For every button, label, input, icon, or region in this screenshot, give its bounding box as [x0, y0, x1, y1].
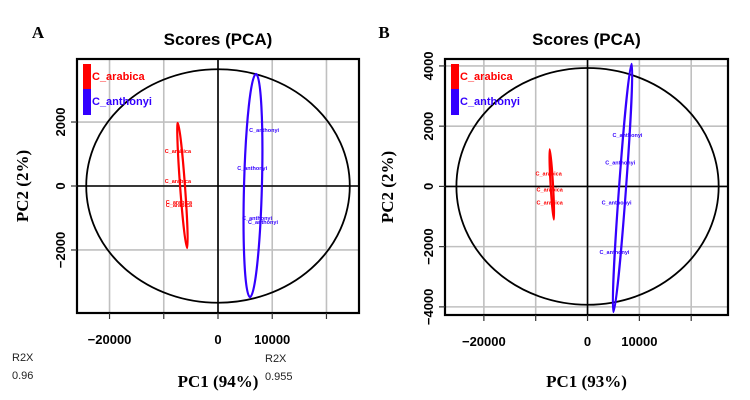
legend-swatch-c-arabica [83, 64, 91, 90]
r2x-label: R2X [12, 352, 34, 364]
chart-panel-b: C_arabicaC_arabicaC_arabicaC_anthonyiC_a… [265, 23, 730, 391]
y-tick-label: 0 [421, 183, 436, 190]
r2x-value: 0.96 [12, 370, 33, 382]
point-label-c-anthonyi: C_anthonyi [249, 128, 279, 134]
point-label-c-anthonyi: C_anthonyi [248, 220, 278, 226]
point-label-c-arabica: C_arabica [536, 171, 563, 177]
y-tick-label: 2000 [421, 112, 436, 141]
point-label-c-arabica: C_arabica [537, 200, 564, 206]
x-tick-label: −20000 [88, 332, 132, 347]
legend-label: C_anthonyi [92, 96, 152, 108]
panel-letter: B [378, 23, 389, 42]
y-tick-label: 4000 [421, 51, 436, 80]
legend-swatch-c-anthonyi [451, 89, 459, 115]
point-label-c-anthonyi: C_anthonyi [602, 200, 632, 206]
x-tick-label: 10000 [254, 332, 290, 347]
x-tick-label: −20000 [462, 334, 506, 349]
legend-label: C_arabica [92, 71, 145, 83]
panel-letter: A [32, 23, 45, 42]
point-label-c-arabica: C_arabica [166, 200, 193, 206]
chart-title: Scores (PCA) [164, 30, 273, 49]
legend: C_arabica C_anthonyi [83, 64, 152, 115]
legend-label: C_arabica [460, 71, 513, 83]
point-label-c-anthonyi: C_anthonyi [612, 133, 642, 139]
point-label-c-anthonyi: C_anthonyi [600, 250, 630, 256]
y-tick-label: 2000 [53, 108, 68, 137]
x-tick-label: 0 [214, 332, 221, 347]
point-label-c-arabica: C_arabica [166, 203, 193, 209]
point-label-c-arabica: C_arabica [165, 179, 192, 185]
y-tick-label: −2000 [421, 228, 436, 265]
point-label-c-anthonyi: C_anthonyi [237, 166, 267, 172]
y-axis-label: PC2 (2%) [378, 151, 397, 223]
point-label-c-arabica: C_arabica [537, 187, 564, 193]
y-tick-label: −4000 [421, 289, 436, 326]
chart-panel-a: C_arabica C_arabica C_arabica C_arabica C_an… [12, 23, 361, 391]
group-ellipse-c-anthonyi [242, 72, 264, 299]
plot-frame [443, 57, 730, 317]
r2x-value: 0.955 [265, 371, 293, 383]
point-label-c-arabica: C_arabica [165, 149, 192, 155]
x-axis-label: PC1 (94%) [178, 372, 259, 391]
x-tick-label: 0 [584, 334, 591, 349]
x-tick-label: 10000 [621, 334, 657, 349]
legend-swatch-c-anthonyi [83, 89, 91, 115]
legend-swatch-c-arabica [451, 64, 459, 90]
group-ellipse-c-anthonyi [611, 62, 634, 314]
legend-label: C_anthonyi [460, 96, 520, 108]
y-tick-label: 0 [53, 182, 68, 189]
group-ellipse-c-arabica [176, 121, 189, 250]
chart-title: Scores (PCA) [532, 30, 641, 49]
hotelling-t2-ellipse [455, 67, 720, 306]
point-label-c-anthonyi: C_anthonyi [242, 216, 272, 222]
hotelling-t2-ellipse [85, 68, 351, 304]
group-ellipse-c-arabica [548, 148, 556, 221]
legend: C_arabica C_anthonyi [451, 64, 520, 115]
point-label-c-anthonyi: C_anthonyi [605, 160, 635, 166]
r2x-label: R2X [265, 353, 287, 365]
y-tick-label: −2000 [53, 232, 68, 269]
x-axis-label: PC1 (93%) [546, 372, 627, 391]
y-axis-label: PC2 (2%) [13, 150, 32, 222]
